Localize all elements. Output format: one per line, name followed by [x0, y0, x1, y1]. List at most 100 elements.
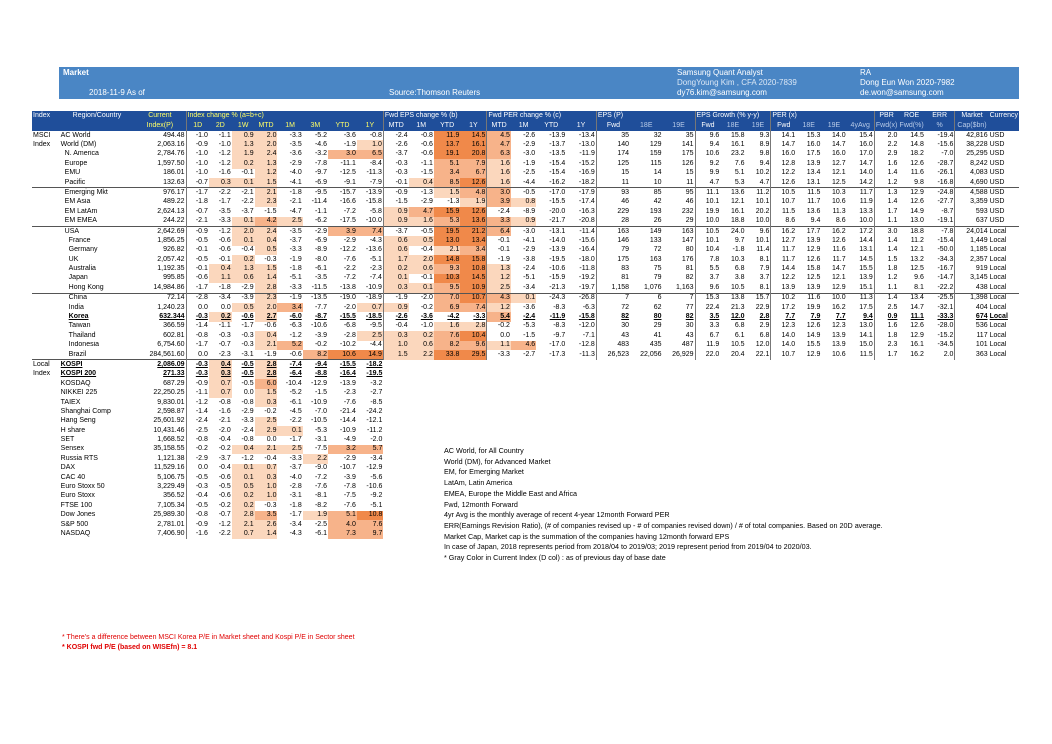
row-cell: -7.9: [369, 178, 382, 186]
row-cell: -4.4: [369, 341, 382, 349]
row-cell: 1.1: [208, 273, 232, 284]
row-cell: 2.5: [356, 331, 384, 341]
row-cell: -0.3: [185, 482, 209, 492]
row-cell: 6: [630, 292, 663, 304]
row-cell: 11.9: [859, 198, 873, 206]
row-cell: -2.2: [208, 187, 232, 198]
row-current-index: 35,158.55: [153, 445, 185, 453]
row-cell: 229: [595, 207, 631, 217]
row-cell: 4.3: [486, 292, 511, 304]
row-cell: 0.6: [231, 273, 255, 284]
row-cell: -1.1: [185, 388, 209, 398]
subcol-blank: [988, 121, 1019, 131]
row-cell: -0.5: [185, 255, 209, 265]
row-cell: 8,242: [954, 159, 989, 169]
row-current-index: 2,624.13: [157, 207, 185, 215]
row-cell: 0.2: [408, 331, 434, 341]
row-cell: -18.2: [578, 178, 595, 186]
row-cell: -3.9: [343, 473, 356, 481]
row-cell: 12.6: [806, 322, 821, 330]
row-cell: 674: [954, 312, 989, 322]
row-cell: 11.6: [910, 169, 924, 177]
row-cell: -2.0: [343, 303, 356, 311]
row-cell: 3.0: [486, 187, 511, 198]
row-index-group: [32, 529, 60, 538]
row-cell: 483: [595, 340, 631, 350]
row-cell: -16.9: [578, 169, 595, 177]
row-current-index: 7,406.90: [157, 530, 185, 537]
row-cell: 1.5: [254, 177, 278, 188]
row-cell: -0.2: [185, 444, 209, 455]
row-name: KOSPI: [59, 359, 135, 370]
row-cell: 7.4: [460, 303, 487, 313]
row-cell: -10.9: [339, 426, 356, 434]
row-cell: 5.5: [694, 264, 721, 274]
row-cell: -13.8: [339, 283, 356, 291]
row-cell: -1.8: [732, 246, 745, 254]
row-cell: 593: [954, 207, 989, 217]
row-cell: -0.8: [185, 510, 209, 521]
row-cell: -3.7: [241, 207, 254, 215]
row-cell: -0.9: [185, 379, 209, 389]
row-cell: 10: [653, 178, 662, 186]
row-cell: -3.6: [343, 131, 356, 139]
row-index-group: [32, 217, 60, 227]
row-cell: 11.5: [796, 187, 822, 198]
row-cell: 2.4: [254, 149, 278, 160]
row-cell: 7: [595, 292, 631, 304]
row-cell: -24.3: [536, 292, 567, 304]
row-cell: USD: [989, 140, 1005, 148]
row-cell: -5.3: [314, 426, 327, 434]
row-cell: -11.3: [366, 169, 382, 177]
row-cell: 163: [662, 225, 696, 237]
row-cell: 12.6: [460, 177, 487, 188]
row-cell: 19.5: [433, 225, 461, 237]
row-cell: -26.1: [937, 169, 954, 177]
row-cell: 14.9: [356, 349, 384, 360]
row-name: Germany: [68, 246, 98, 254]
row-cell: 7.6: [433, 331, 461, 341]
table-row: CAC 40 5,106.75 -0.5 -0.6 0.1 0.3 -4.0 -7.2 -3.9…: [32, 473, 1019, 483]
row-current-index: 3,229.49: [157, 483, 185, 491]
row-cell: -5.6: [370, 473, 383, 481]
row-cell: 17.5: [859, 303, 873, 311]
row-cell: -16.4: [339, 370, 356, 378]
row-cell: -15.2: [937, 331, 954, 339]
row-cell: 0.4: [408, 177, 434, 188]
row-cell: -0.3: [382, 159, 409, 169]
subcol-err: %: [924, 121, 955, 131]
table-row: USA 2,642.69 -0.9 -1.2 2.0 2.4 -3.5 -2.9 3.9 7.4-…: [32, 225, 1019, 237]
table-row: SET 1,668.52 -0.8 -0.4 -0.8 0.0 -1.7 -3.1 -4.9 -2…: [32, 435, 1019, 445]
table-row: EM EMEA 244.22 -2.1 -3.3 0.1 4.2 2.5 -6.2 -17.5 -…: [32, 216, 1019, 227]
subcol-chg: YTD: [328, 121, 357, 131]
row-name: SET: [60, 436, 75, 444]
row-index-group: [32, 264, 60, 273]
row-cell: 1.0: [254, 482, 278, 492]
row-cell: 0.3: [208, 369, 232, 380]
row-cell: -1.7: [185, 187, 209, 198]
row-cell: -13.0: [578, 140, 595, 148]
row-cell: -2.1: [185, 216, 209, 227]
row-cell: 0.1: [277, 426, 303, 436]
row-cell: -3.6: [420, 313, 433, 321]
row-cell: 163: [595, 225, 631, 237]
row-cell: 12.7: [832, 159, 846, 167]
row-index-group: [32, 169, 60, 178]
row-cell: -1.9: [264, 350, 277, 358]
row-cell: 4.5: [486, 131, 511, 141]
row-cell: 15.4: [859, 131, 873, 139]
row-cell: -1.9: [343, 140, 356, 148]
row-cell: -3.3: [289, 246, 302, 254]
row-cell: 15.8: [460, 255, 487, 265]
row-cell: 10.3: [433, 273, 461, 284]
row-cell: 10.1: [694, 236, 721, 246]
row-name: Japan: [68, 274, 88, 282]
row-index-group: [32, 511, 60, 520]
row-cell: 10.8: [460, 264, 487, 274]
row-cell: 9.7: [356, 529, 384, 539]
row-cell: 1.6: [486, 159, 511, 169]
row-cell: 2.8: [254, 283, 278, 294]
row-cell: 93: [595, 187, 631, 198]
row-cell: -7.4: [277, 359, 303, 370]
header-row-1: Index Region/Country Current Index chang…: [32, 111, 1019, 121]
